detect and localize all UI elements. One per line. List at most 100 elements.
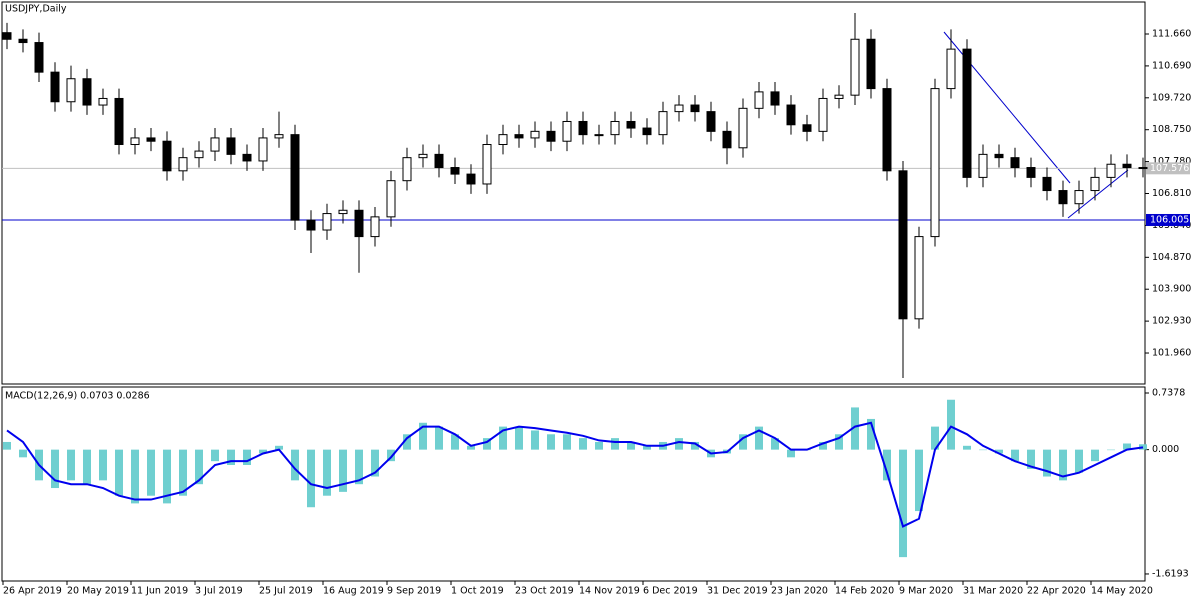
histogram-bar — [131, 449, 139, 504]
candle-body — [962, 48, 972, 178]
candle-body — [562, 120, 572, 142]
x-tick-label: 14 May 2020 — [1091, 586, 1153, 597]
hline-label: 106.005 — [1150, 214, 1189, 225]
candle-body — [450, 167, 460, 175]
y-tick-label: -1.6193 — [1152, 568, 1189, 579]
candle-body — [1026, 167, 1036, 178]
y-tick-label: 104.870 — [1152, 252, 1191, 263]
histogram-bar — [579, 438, 587, 450]
candle-body — [194, 150, 204, 159]
x-tick-label: 14 Feb 2020 — [835, 586, 894, 597]
x-tick-label: 9 Sep 2019 — [387, 586, 441, 597]
histogram-bar — [1059, 449, 1067, 481]
last-price-label: 107.576 — [1150, 163, 1189, 174]
histogram-bar — [547, 434, 555, 450]
histogram-bar — [291, 449, 299, 481]
histogram-bar — [611, 438, 619, 450]
histogram-bar — [435, 426, 443, 450]
candle-body — [482, 144, 492, 185]
y-tick-label: 106.810 — [1152, 188, 1191, 199]
histogram-bar — [531, 430, 539, 450]
x-tick-label: 9 Mar 2020 — [899, 586, 953, 597]
candle-body — [818, 97, 828, 132]
last-price-box — [1146, 162, 1190, 175]
signal-line — [6, 421, 1144, 528]
histogram-bar — [163, 449, 171, 504]
histogram-bar — [835, 434, 843, 450]
histogram-bar — [259, 449, 267, 454]
histogram-bar — [179, 449, 187, 496]
y-tick-label: 107.780 — [1152, 156, 1191, 167]
x-tick-label: 16 Aug 2019 — [323, 586, 384, 597]
y-tick-label: 102.930 — [1152, 316, 1191, 327]
x-tick-label: 6 Dec 2019 — [643, 586, 698, 597]
candle-body — [18, 38, 28, 44]
x-tick-label: 1 Oct 2019 — [451, 586, 504, 597]
histogram-bar — [419, 422, 427, 450]
candle-body — [50, 71, 60, 103]
candle-body — [658, 111, 668, 136]
histogram-bar — [1107, 449, 1115, 451]
candle-body — [674, 104, 684, 113]
candle-body — [738, 107, 748, 149]
candle-body — [146, 137, 156, 142]
candle-body — [1122, 163, 1132, 169]
candle-body — [642, 127, 652, 136]
candle-body — [722, 130, 732, 149]
histogram-bar — [819, 441, 827, 450]
candle-body — [114, 97, 124, 146]
candle-body — [402, 157, 412, 182]
histogram-bar — [451, 434, 459, 450]
main-panel — [1, 1, 1146, 385]
histogram-bar — [915, 449, 923, 512]
x-tick-label: 3 Jul 2019 — [195, 586, 243, 597]
x-tick-label: 23 Oct 2019 — [515, 586, 574, 597]
histogram-bar — [211, 449, 219, 462]
y-tick-label: 111.660 — [1152, 29, 1191, 40]
candle-body — [130, 137, 140, 146]
candle-body — [210, 137, 220, 152]
y-tick-label: 103.900 — [1152, 284, 1191, 295]
histogram-bar — [675, 438, 683, 450]
x-tick-label: 22 Apr 2020 — [1027, 586, 1086, 597]
histogram-bar — [995, 449, 1003, 454]
candle-body — [34, 42, 44, 73]
histogram-bar — [275, 445, 283, 450]
histogram-bar — [371, 449, 379, 477]
histogram-bar — [771, 438, 779, 450]
candle-body — [306, 219, 316, 231]
candle-body — [242, 153, 252, 162]
x-tick-label: 14 Nov 2019 — [579, 586, 640, 597]
histogram-bar — [403, 434, 411, 450]
candle-body — [354, 209, 364, 238]
candle-body — [978, 153, 988, 178]
histogram-bar — [1027, 449, 1035, 469]
candle-body — [594, 134, 604, 137]
candle-body — [2, 32, 12, 40]
candle-body — [162, 140, 172, 172]
candle-body — [466, 173, 476, 185]
candle-body — [274, 134, 284, 139]
chart-title: USDJPY,Daily — [5, 4, 67, 15]
histogram-bar — [115, 449, 123, 496]
histogram-bar — [851, 407, 859, 450]
candle-body — [1058, 190, 1068, 205]
histogram-bar — [883, 449, 891, 481]
x-tick-label: 11 Jun 2019 — [131, 586, 188, 597]
histogram-bar — [3, 441, 11, 450]
histogram-bar — [195, 449, 203, 485]
candle-body — [546, 130, 556, 142]
histogram-bar — [227, 449, 235, 465]
candle-body — [1090, 176, 1100, 192]
histogram-bar — [339, 449, 347, 492]
histogram-bar — [99, 449, 107, 481]
candle-body — [786, 104, 796, 126]
y-tick-label: 0.000 — [1152, 444, 1179, 455]
hline-box — [1146, 213, 1190, 226]
y-tick-label: 0.7378 — [1152, 388, 1185, 399]
candle-body — [914, 236, 924, 320]
histogram-bar — [499, 426, 507, 450]
x-tick-label: 26 Apr 2019 — [3, 586, 62, 597]
candle-body — [498, 134, 508, 146]
